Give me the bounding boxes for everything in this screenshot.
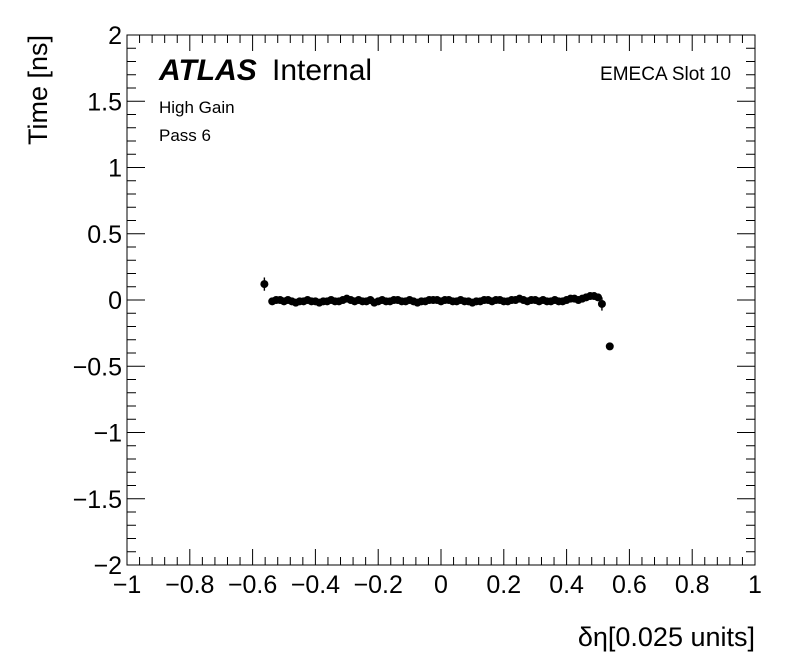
internal-label: Internal	[272, 54, 372, 87]
x-tick-label: 0.8	[675, 571, 710, 599]
x-tick-label: 1	[748, 571, 762, 599]
x-tick-labels: −1 −0.8 −0.6 −0.4 −0.2 0 0.2 0.4 0.6 0.8 1	[113, 571, 762, 599]
data-point	[605, 342, 614, 351]
data-point	[260, 280, 269, 289]
y-tick-label: 0.5	[87, 221, 122, 249]
x-axis-label: δη[0.025 units]	[578, 622, 755, 652]
slot-label: EMECA Slot 10	[600, 64, 731, 85]
y-tick-label: 1	[108, 155, 122, 183]
x-tick-label: −0.4	[291, 571, 340, 599]
data-points	[260, 277, 614, 351]
gain-label: High Gain	[159, 98, 235, 117]
x-tick-label: −0.8	[165, 571, 214, 599]
y-tick-labels: 2 1.5 1 0.5 0 −0.5 −1 −1.5 −2	[73, 22, 122, 580]
data-point	[597, 299, 606, 308]
x-tick-label: 0.2	[486, 571, 521, 599]
x-tick-label: −1	[113, 571, 142, 599]
y-tick-label: −0.5	[73, 353, 122, 381]
data-point	[594, 293, 602, 302]
y-tick-label: 1.5	[87, 88, 122, 116]
x-tick-label: 0.6	[612, 571, 647, 599]
x-tick-label: 0	[434, 571, 448, 599]
y-tick-label: −1	[93, 420, 122, 448]
pass-label: Pass 6	[159, 126, 211, 145]
x-tick-label: −0.6	[228, 571, 277, 599]
y-tick-label: −2	[93, 552, 122, 580]
axis-ticks	[126, 34, 756, 566]
y-tick-label: 2	[108, 22, 122, 50]
x-tick-label: −0.2	[354, 571, 403, 599]
y-tick-label: −1.5	[73, 486, 122, 514]
y-tick-label: 0	[108, 287, 122, 315]
atlas-label: ATLAS	[158, 54, 257, 87]
x-tick-label: 0.4	[549, 571, 584, 599]
y-axis-label: Time [ns]	[23, 35, 53, 145]
